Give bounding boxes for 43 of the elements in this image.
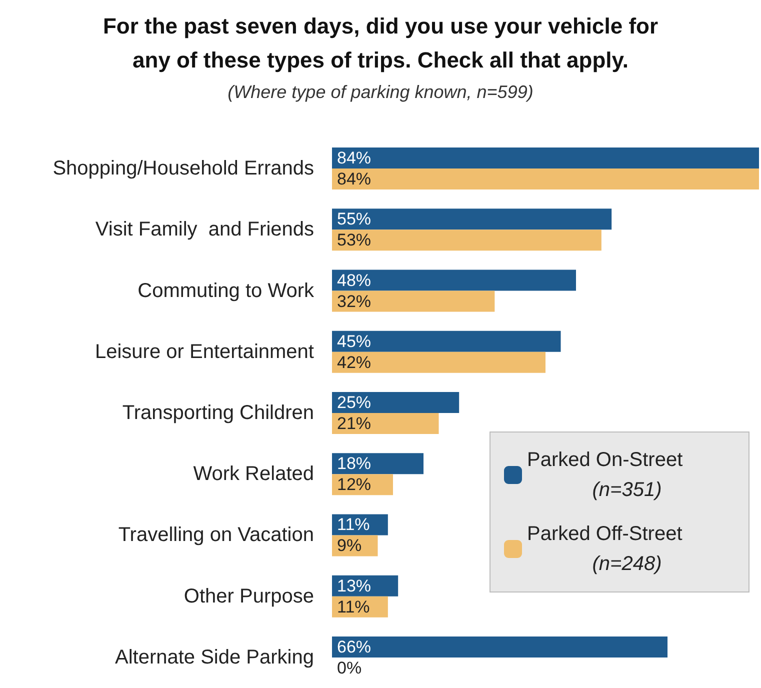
- bar: [332, 453, 424, 474]
- legend-label: Parked On-Street (n=351): [527, 449, 684, 501]
- data-label: 66%: [337, 637, 372, 656]
- data-label: 18%: [337, 454, 372, 474]
- bar: [332, 270, 576, 291]
- y-tick-label: Leisure or Entertainment: [94, 340, 314, 363]
- y-tick-label: Work Related: [193, 463, 314, 486]
- data-label: 48%: [337, 270, 372, 290]
- data-label: 25%: [337, 393, 372, 412]
- chart-title: For the past seven days, did you use your vehicle for any of these types of trips. Check all that apply.: [102, 14, 658, 72]
- y-tick-label: Alternate Side Parking: [114, 646, 314, 668]
- y-tick-label: Travelling on Vacation: [118, 524, 314, 546]
- bar: [332, 352, 546, 373]
- bar: [332, 330, 561, 352]
- bar: [332, 392, 460, 413]
- data-label: 9%: [337, 536, 362, 556]
- data-label: 84%: [337, 170, 372, 189]
- data-label: 13%: [337, 576, 372, 596]
- y-tick-label: Visit Family and Friends: [95, 218, 314, 241]
- bar: [332, 168, 759, 190]
- data-label: 11%: [337, 597, 370, 616]
- y-tick-label: Other Purpose: [184, 585, 314, 608]
- bar: [332, 230, 602, 251]
- bar: [332, 636, 668, 658]
- data-label: 42%: [337, 352, 372, 372]
- bar: [332, 290, 495, 312]
- data-label: 0%: [337, 658, 362, 678]
- data-label: 84%: [337, 148, 372, 168]
- bar: [332, 148, 759, 169]
- data-label: 12%: [337, 475, 372, 494]
- data-label: 55%: [337, 210, 372, 229]
- data-label: 53%: [337, 230, 372, 250]
- y-tick-label: Transporting Children: [122, 402, 314, 424]
- bar: [332, 413, 439, 434]
- legend-label: Parked Off-Street (n=248): [527, 523, 683, 575]
- y-tick-label: Commuting to Work: [138, 280, 315, 302]
- y-tick-label: Shopping/Household Errands: [52, 158, 314, 180]
- bar: [332, 208, 612, 230]
- data-label: 32%: [337, 292, 372, 311]
- chart-subtitle: (Where type of parking known, n=599): [228, 82, 534, 102]
- data-label: 11%: [337, 515, 370, 534]
- data-label: 45%: [337, 332, 372, 351]
- data-label: 21%: [337, 414, 372, 433]
